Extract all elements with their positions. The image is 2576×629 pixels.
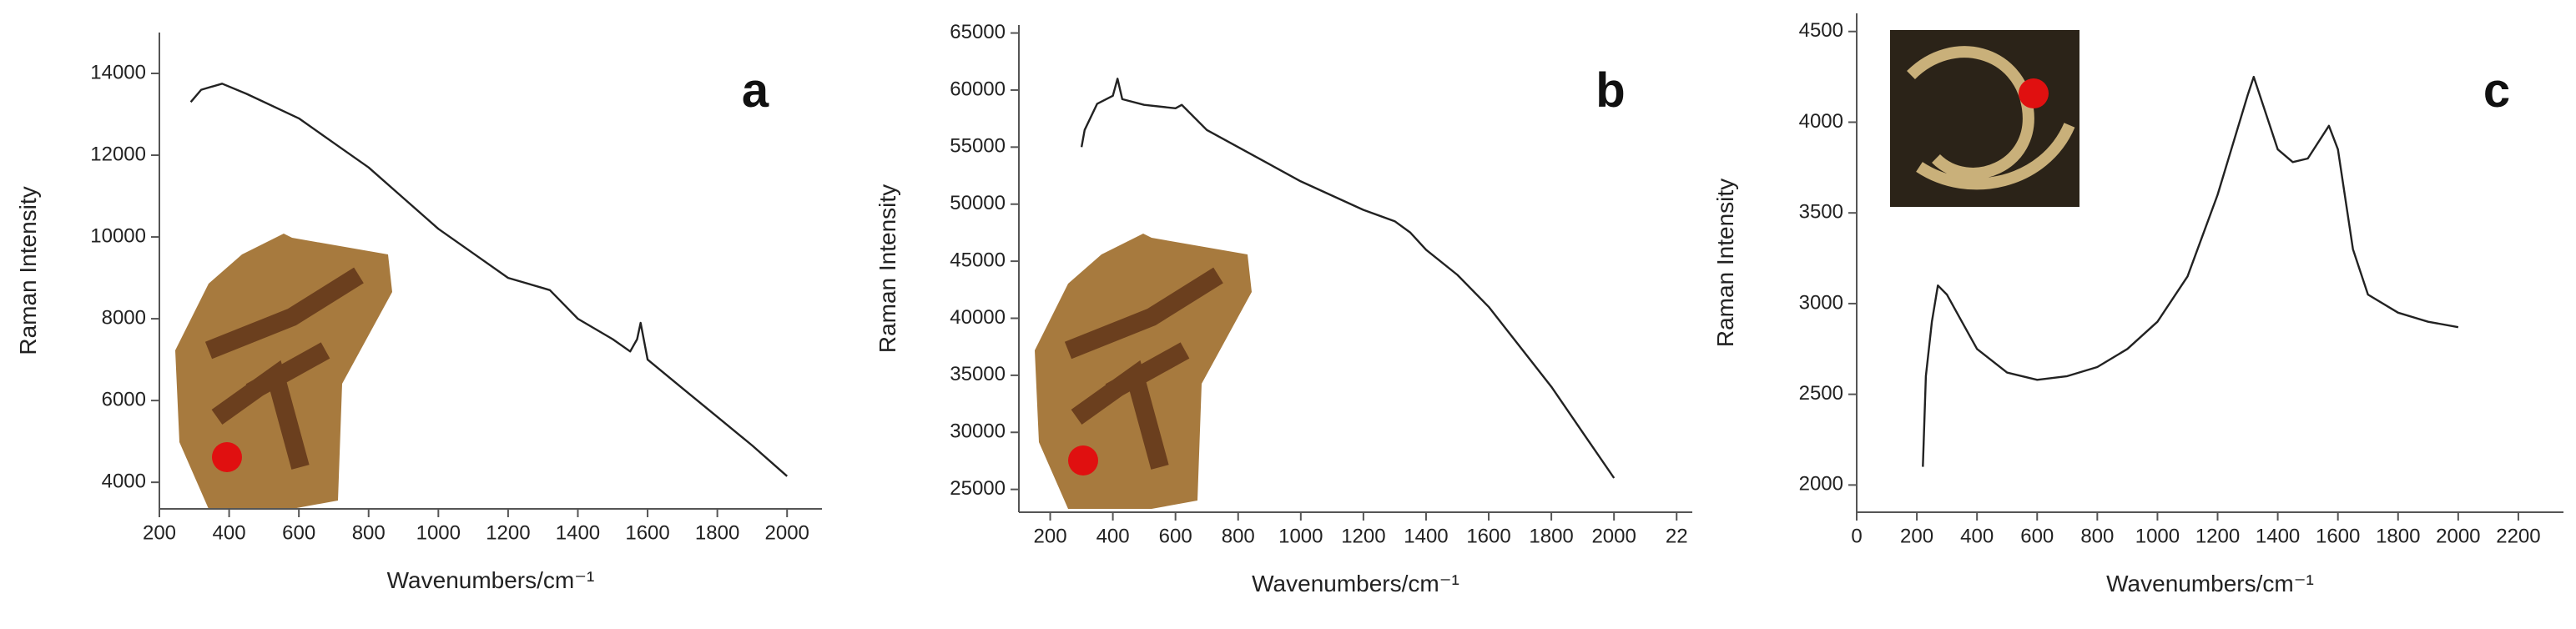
x-tick-label: 1200 — [2195, 525, 2240, 547]
x-tick-label: 1800 — [2376, 525, 2420, 547]
y-tick-label: 45000 — [950, 249, 1006, 271]
x-tick-label: 1800 — [695, 521, 739, 544]
x-tick-label: 200 — [1034, 525, 1067, 547]
y-tick-label: 6000 — [102, 388, 146, 410]
inset-fragment-b — [1035, 234, 1252, 509]
x-tick-label: 600 — [1159, 525, 1192, 547]
y-tick-label: 30000 — [950, 420, 1006, 443]
y-tick-label: 3500 — [1799, 201, 1843, 224]
x-tick-label: 2000 — [1591, 525, 1636, 547]
panel-letter: c — [2483, 63, 2510, 118]
y-tick-label: 60000 — [950, 78, 1006, 100]
x-tick-label: 1200 — [486, 521, 530, 544]
x-tick-label: 1200 — [1341, 525, 1385, 547]
y-tick-label: 50000 — [950, 192, 1006, 214]
spectrum-line — [189, 83, 788, 477]
x-tick-label: 800 — [352, 521, 386, 544]
x-tick-label: 600 — [2020, 525, 2054, 547]
x-tick-label: 1000 — [2135, 525, 2180, 547]
y-tick-label: 55000 — [950, 135, 1006, 158]
panel-letter: a — [742, 63, 769, 118]
y-tick-label: 12000 — [90, 143, 146, 165]
x-tick-label: 600 — [282, 521, 315, 544]
y-tick-label: 3000 — [1799, 291, 1843, 314]
y-tick-label: 4000 — [1799, 110, 1843, 133]
x-tick-label: 2200 — [2496, 525, 2540, 547]
x-axis-label: Wavenumbers/cm⁻¹ — [387, 567, 595, 593]
x-tick-label: 22 — [1666, 525, 1688, 547]
y-tick-label: 25000 — [950, 477, 1006, 500]
x-tick-label: 200 — [1900, 525, 1933, 547]
y-tick-label: 35000 — [950, 363, 1006, 385]
x-tick-label: 1000 — [416, 521, 461, 544]
y-tick-label: 8000 — [102, 306, 146, 329]
x-tick-label: 0 — [1851, 525, 1862, 547]
y-axis-label: Raman Intensity — [1712, 179, 1738, 347]
y-tick-label: 65000 — [950, 21, 1006, 43]
y-tick-label: 4000 — [102, 470, 146, 492]
y-tick-label: 14000 — [90, 61, 146, 83]
y-axis-label: Raman Intensity — [15, 186, 41, 355]
y-tick-label: 10000 — [90, 224, 146, 247]
x-tick-label: 1400 — [1404, 525, 1448, 547]
x-tick-label: 2000 — [765, 521, 809, 544]
y-tick-label: 2500 — [1799, 382, 1843, 405]
x-tick-label: 800 — [2080, 525, 2114, 547]
x-tick-label: 1800 — [1529, 525, 1573, 547]
spectrum-line — [1922, 75, 2459, 467]
x-tick-label: 1000 — [1278, 525, 1323, 547]
x-tick-label: 1400 — [556, 521, 600, 544]
y-tick-label: 2000 — [1799, 473, 1843, 496]
inset-textile-c — [1890, 30, 2079, 207]
x-tick-label: 1600 — [625, 521, 669, 544]
spectrum-line — [1080, 78, 1616, 479]
x-tick-label: 2000 — [2436, 525, 2480, 547]
x-tick-label: 1400 — [2256, 525, 2300, 547]
x-axis-label: Wavenumbers/cm⁻¹ — [1252, 571, 1459, 596]
y-tick-label: 40000 — [950, 306, 1006, 329]
x-tick-label: 1600 — [1466, 525, 1510, 547]
x-tick-label: 400 — [1960, 525, 1994, 547]
x-axis-label: Wavenumbers/cm⁻¹ — [2106, 571, 2314, 596]
x-tick-label: 400 — [1096, 525, 1130, 547]
x-tick-label: 200 — [143, 521, 176, 544]
y-tick-label: 4500 — [1799, 19, 1843, 42]
x-tick-label: 400 — [213, 521, 246, 544]
inset-fragment-a — [175, 234, 392, 509]
x-tick-label: 800 — [1222, 525, 1255, 547]
x-tick-label: 1600 — [2316, 525, 2360, 547]
panel-letter: b — [1596, 63, 1625, 118]
y-axis-label: Raman Intensity — [875, 184, 900, 353]
